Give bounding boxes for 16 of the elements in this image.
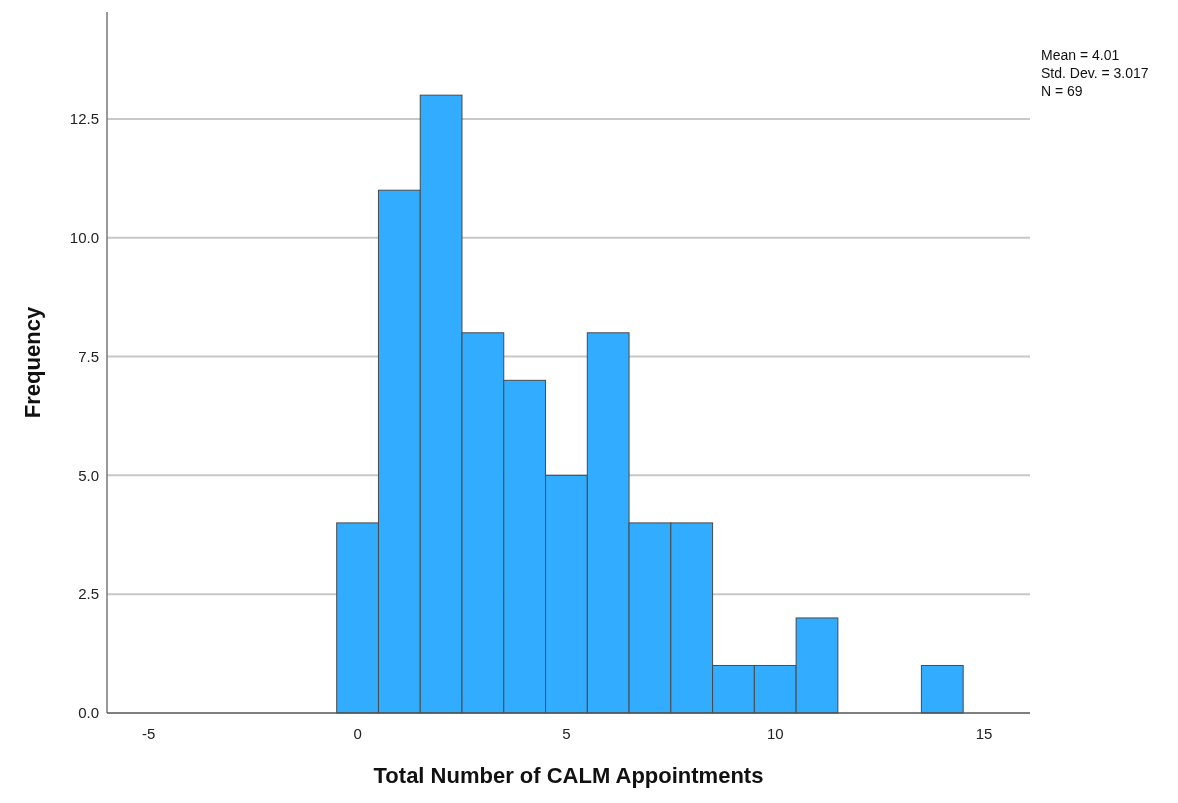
y-tick-label: 2.5 bbox=[78, 585, 99, 603]
x-tick-label: -5 bbox=[142, 725, 156, 742]
x-tick-label: 10 bbox=[766, 725, 784, 742]
x-axis-title: Total Number of CALM Appointments bbox=[373, 763, 764, 788]
x-tick-label: 5 bbox=[562, 725, 571, 742]
y-axis-title: Frequency bbox=[20, 306, 45, 419]
y-tick-label: 7.5 bbox=[78, 347, 99, 365]
text: Mean = 4.01 bbox=[1041, 47, 1120, 63]
x-tick-label: 15 bbox=[975, 725, 993, 742]
y-tick-label: 0.0 bbox=[78, 704, 99, 722]
y-tick-label: 5.0 bbox=[78, 466, 99, 484]
y-tick-label: 10.0 bbox=[69, 229, 99, 246]
text: Std. Dev. = 3.017 bbox=[1041, 65, 1149, 81]
y-tick-label: 12.5 bbox=[69, 110, 99, 128]
x-tick-label: 0 bbox=[353, 725, 362, 742]
text: N = 69 bbox=[1041, 83, 1083, 99]
